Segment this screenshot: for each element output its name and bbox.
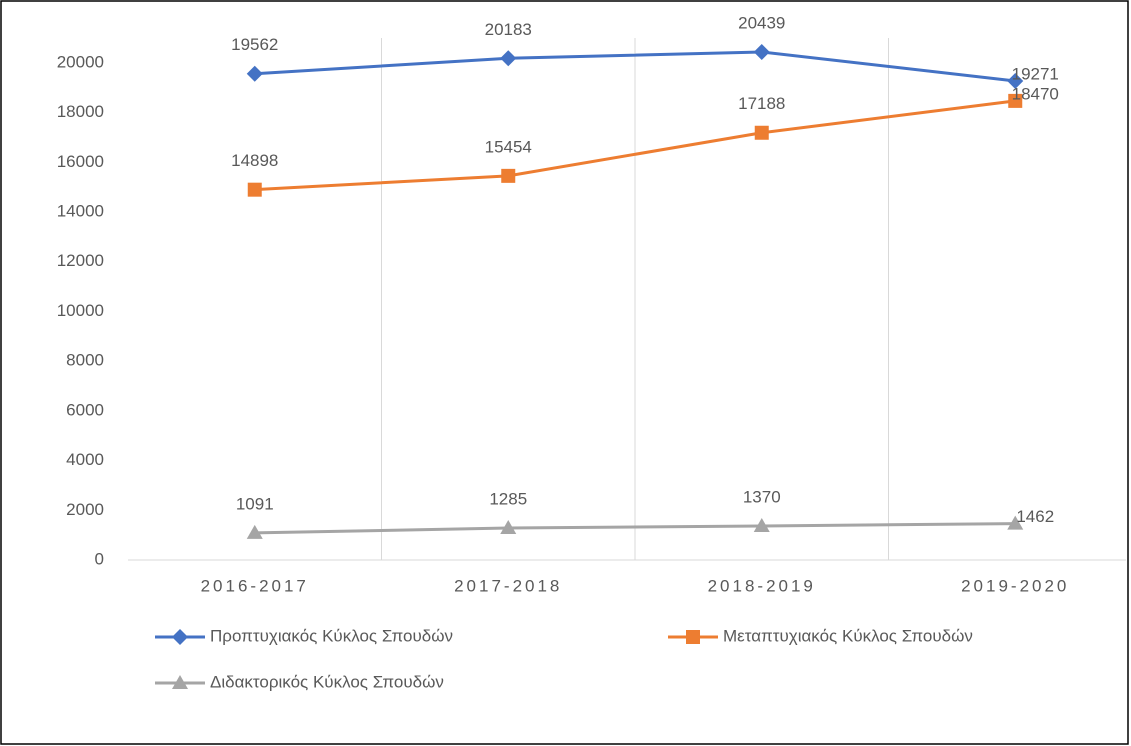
series-line [254,50,1016,83]
y-tick-label: 2000 [66,500,104,519]
x-tick-label: 2016-2017 [201,576,309,595]
point [753,43,770,60]
y-tick-label: 4000 [66,450,104,469]
point [500,50,517,67]
point [247,182,262,197]
legend-label: Προπτυχιακός Κύκλος Σπουδών [210,626,453,645]
data-label: 19271 [1012,64,1059,83]
data-label: 17188 [738,94,785,113]
legend-label: Διδακτορικός Κύκλος Σπουδών [210,672,444,691]
data-label: 1285 [489,490,527,509]
point [754,125,769,140]
y-tick-label: 12000 [57,251,104,270]
legend-marker [686,630,700,644]
y-tick-label: 8000 [66,351,104,370]
y-tick-label: 10000 [57,301,104,320]
y-tick-label: 20000 [57,52,104,71]
point [1007,72,1024,89]
y-tick-label: 0 [95,549,104,568]
data-label: 20183 [485,20,532,39]
point [1007,515,1024,530]
data-label: 14898 [231,151,278,170]
data-label: 1091 [236,494,274,513]
point [246,524,263,539]
data-label: 19562 [231,35,278,54]
x-tick-label: 2017-2018 [454,576,562,595]
data-label: 15454 [485,137,532,156]
x-tick-label: 2019-2020 [961,576,1069,595]
point [753,517,770,532]
data-label: 20439 [738,13,785,32]
legend-marker [172,675,188,689]
data-label: 1370 [743,487,781,506]
legend-marker [172,629,188,645]
point [1008,93,1023,108]
series-line [254,522,1016,535]
x-tick-label: 2018-2019 [708,576,816,595]
y-tick-label: 16000 [57,152,104,171]
y-tick-label: 14000 [57,201,104,220]
legend-label: Μεταπτυχιακός Κύκλος Σπουδών [723,626,973,645]
point [500,520,517,535]
data-label: 18470 [1012,84,1059,103]
point [501,168,516,183]
y-tick-label: 18000 [57,102,104,121]
point [246,65,263,82]
y-tick-label: 6000 [66,400,104,419]
data-label: 1462 [1016,507,1054,526]
series-line [254,99,1016,192]
